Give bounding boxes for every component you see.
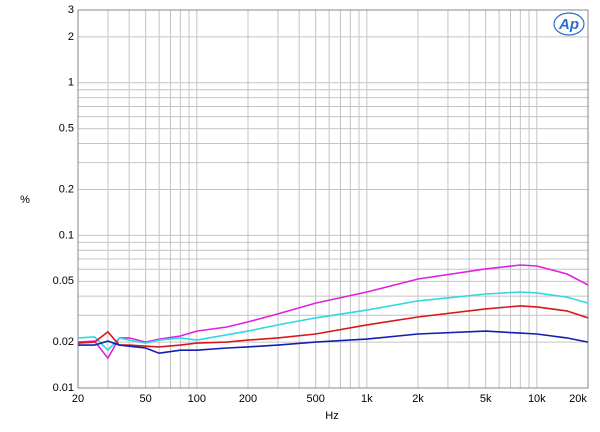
x-tick-label: 10k (528, 393, 546, 405)
logo: Ap (558, 16, 579, 33)
y-tick-label: 3 (68, 4, 74, 16)
series-line (78, 330, 589, 355)
plot-frame (77, 9, 589, 389)
logo-ring (553, 12, 585, 36)
x-tick-label: 5k (480, 393, 492, 405)
y-axis-label: % (20, 194, 30, 206)
y-tick-label: 2 (68, 31, 74, 43)
x-tick-label: 50 (140, 393, 152, 405)
y-tick-label: 1 (68, 77, 74, 89)
y-tick-label: 0.2 (59, 183, 74, 195)
y-tick-label: 0.05 (53, 275, 74, 287)
x-tick-label: 2k (412, 393, 424, 405)
x-tick-label: 1k (361, 393, 373, 405)
series-line (77, 264, 589, 360)
x-axis-label: Hz (325, 410, 338, 422)
y-tick-label: 0.1 (59, 229, 74, 241)
x-tick-label: 20 (72, 393, 84, 405)
y-tick-label: 0.02 (53, 336, 74, 348)
y-tick-label: 0.01 (53, 382, 74, 394)
series-line (77, 291, 589, 352)
x-tick-label: 100 (188, 393, 206, 405)
x-tick-label: 500 (306, 393, 324, 405)
x-tick-label: 20k (569, 393, 587, 405)
x-tick-label: 200 (239, 393, 257, 405)
y-tick-label: 0.5 (59, 123, 74, 135)
